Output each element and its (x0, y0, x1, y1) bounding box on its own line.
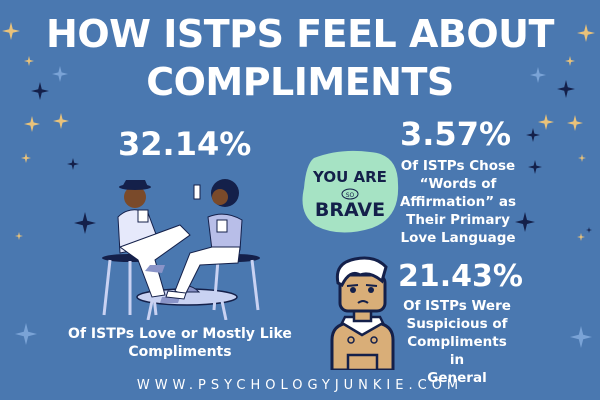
people-coffee-illustration (102, 179, 260, 320)
page-title-line1: HOW ISTPS FEEL ABOUT (46, 12, 554, 56)
page-title-line2: COMPLIMENTS (146, 60, 454, 104)
stat-caption-love: Of ISTPs Love or Mostly Like Compliments (68, 326, 292, 360)
star-icon (530, 67, 546, 83)
star-icon (24, 116, 40, 132)
star-icon (515, 212, 535, 232)
svg-text:SO: SO (346, 192, 355, 199)
stat-caption-suspicious: Of ISTPs Were Suspicious of Compliments … (403, 298, 511, 386)
star-icon (2, 22, 20, 40)
star-icon (52, 66, 68, 82)
star-icon (528, 160, 542, 174)
star-icon (526, 128, 540, 142)
stat-value-words-of-affirmation: 3.57% (400, 115, 512, 153)
star-icon (31, 82, 49, 100)
stat-value-suspicious: 21.43% (398, 259, 523, 294)
star-icon (586, 227, 592, 233)
stat-caption-words-of-affirmation: Of ISTPs Chose “Words of Affirmation” as… (399, 158, 517, 246)
svg-text:BRAVE: BRAVE (315, 199, 385, 221)
star-icon (567, 115, 583, 131)
star-icon (557, 80, 575, 98)
star-icon (53, 113, 69, 129)
star-icon (565, 56, 575, 66)
svg-text:YOU ARE: YOU ARE (312, 168, 387, 186)
star-icon (15, 323, 37, 345)
star-icon (21, 153, 31, 163)
star-icon (570, 326, 592, 348)
stat-value-love: 32.14% (118, 125, 252, 163)
star-icon (74, 212, 96, 234)
you-are-so-brave-badge: YOU ARE SO BRAVE (302, 150, 399, 233)
star-icon (538, 114, 554, 130)
star-icon (67, 158, 79, 170)
star-icon (24, 56, 34, 66)
star-icon (577, 24, 595, 42)
star-icon (15, 232, 23, 240)
website-link[interactable]: WWW.PSYCHOLOGYJUNKIE.COM (136, 378, 464, 393)
star-icon (577, 233, 585, 241)
star-icon (578, 154, 586, 162)
suspicious-person-icon (330, 256, 395, 370)
